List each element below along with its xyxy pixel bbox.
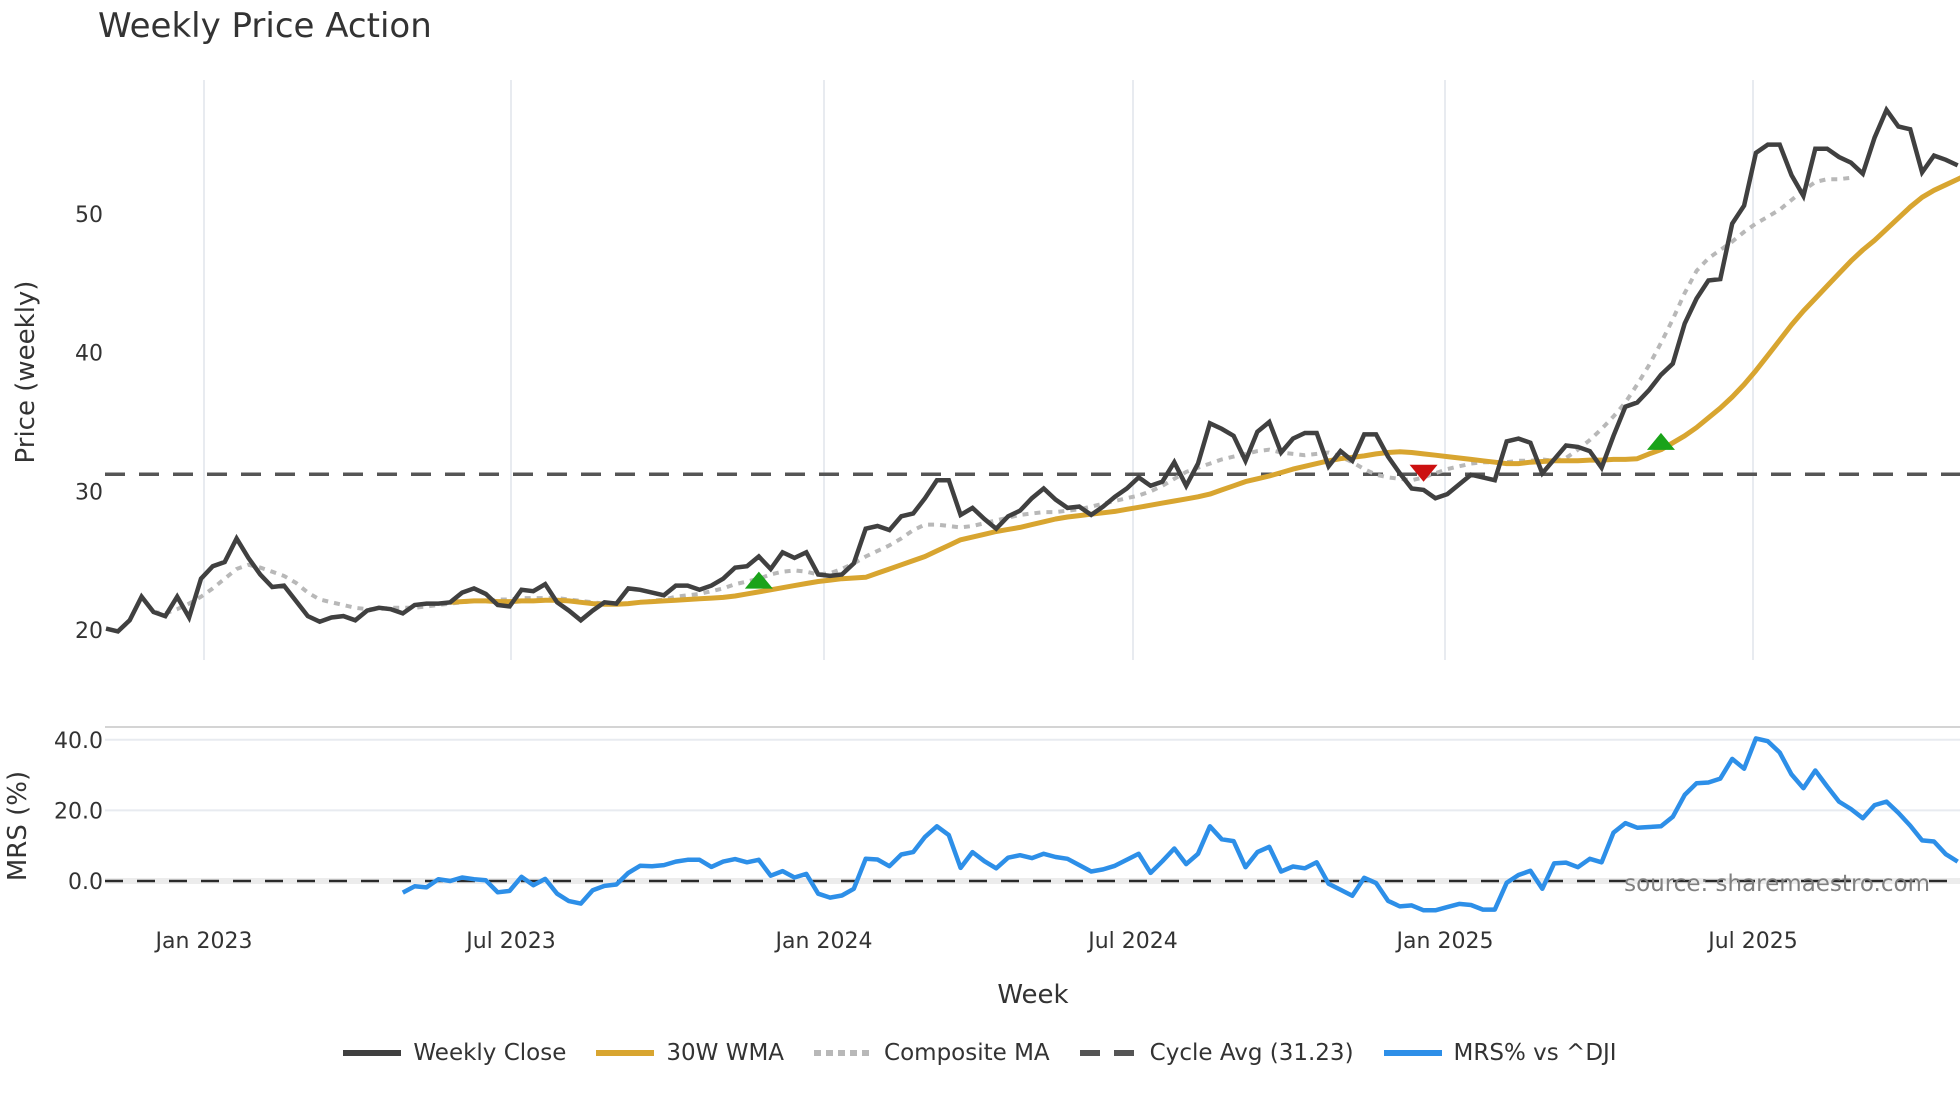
legend-label: Weekly Close xyxy=(413,1040,567,1066)
source-label: source: sharemaestro.com xyxy=(1624,871,1930,897)
svg-text:20.0: 20.0 xyxy=(54,799,103,824)
svg-text:Jul 2023: Jul 2023 xyxy=(464,929,556,954)
svg-text:40: 40 xyxy=(75,342,103,367)
legend: Weekly Close 30W WMA Composite MA Cycle … xyxy=(0,1036,1960,1070)
mrs-y-ticks: 0.0 20.0 40.0 xyxy=(54,729,103,895)
weekly-close-line xyxy=(105,105,1959,634)
legend-label: Cycle Avg (31.23) xyxy=(1149,1040,1354,1066)
mrs-line xyxy=(401,736,1959,913)
legend-item-composite-ma[interactable]: Composite MA xyxy=(814,1040,1050,1066)
wma-30w-line xyxy=(450,175,1960,607)
solid-line-swatch-icon xyxy=(1383,1050,1442,1056)
svg-text:30: 30 xyxy=(75,480,103,505)
signal-markers xyxy=(744,432,1675,589)
legend-item-30w-wma[interactable]: 30W WMA xyxy=(596,1040,784,1066)
svg-text:Jan 2025: Jan 2025 xyxy=(1395,929,1494,954)
svg-text:20: 20 xyxy=(75,619,103,644)
sell-signal-triangle-down-icon xyxy=(1409,464,1438,482)
mrs-y-axis-title: MRS (%) xyxy=(3,771,33,881)
solid-line-swatch-icon xyxy=(343,1050,402,1056)
legend-item-weekly-close[interactable]: Weekly Close xyxy=(343,1040,566,1066)
legend-item-mrs[interactable]: MRS% vs ^DJI xyxy=(1383,1040,1617,1066)
buy-signal-triangle-up-icon xyxy=(744,571,773,589)
price-y-axis-title: Price (weekly) xyxy=(11,281,41,464)
x-axis-ticks: Jan 2023 Jul 2023 Jan 2024 Jul 2024 Jan 2025… xyxy=(154,929,1798,954)
svg-text:Jan 2024: Jan 2024 xyxy=(774,929,873,954)
x-axis-title: Week xyxy=(997,980,1068,1010)
legend-label: Composite MA xyxy=(884,1040,1050,1066)
svg-text:50: 50 xyxy=(75,203,103,228)
legend-item-cycle-avg[interactable]: Cycle Avg (31.23) xyxy=(1079,1040,1354,1066)
svg-text:0.0: 0.0 xyxy=(68,870,103,895)
price-gridlines xyxy=(203,80,1754,660)
dashed-line-swatch-icon xyxy=(1079,1050,1138,1056)
svg-text:Jan 2023: Jan 2023 xyxy=(154,929,253,954)
price-y-ticks: 20 30 40 50 xyxy=(75,203,103,644)
composite-ma-line xyxy=(153,175,1852,616)
solid-line-swatch-icon xyxy=(596,1050,655,1056)
svg-text:Jul 2024: Jul 2024 xyxy=(1086,929,1178,954)
dotted-line-swatch-icon xyxy=(814,1050,873,1056)
svg-text:40.0: 40.0 xyxy=(54,729,103,754)
legend-label: 30W WMA xyxy=(666,1040,785,1066)
legend-label: MRS% vs ^DJI xyxy=(1453,1040,1617,1066)
chart-title: Weekly Price Action xyxy=(98,6,432,46)
svg-text:Jul 2025: Jul 2025 xyxy=(1706,929,1798,954)
buy-signal-triangle-up-icon xyxy=(1646,432,1675,450)
